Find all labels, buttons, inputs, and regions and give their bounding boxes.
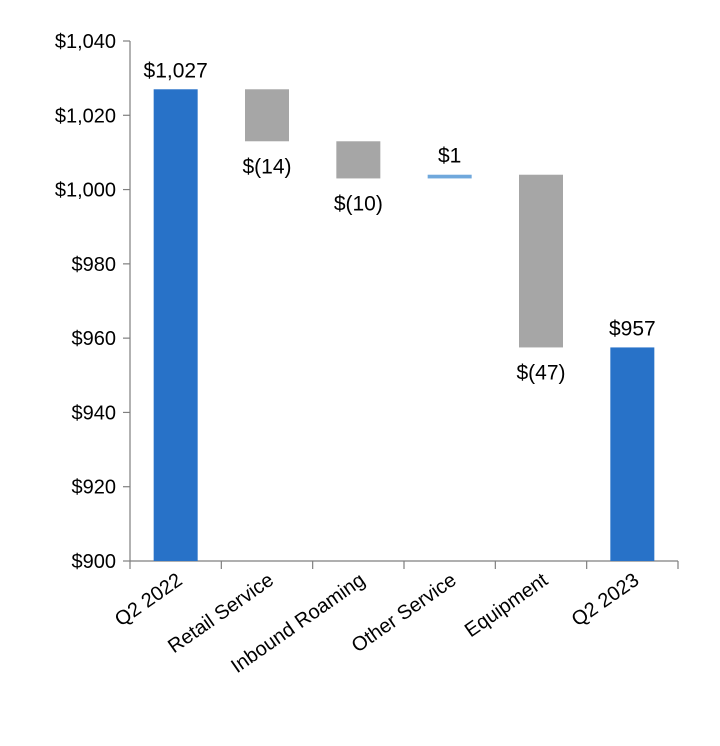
bar-q2-2022 — [153, 89, 198, 562]
y-tick-label: $1,000 — [55, 180, 116, 202]
data-label: $957 — [609, 317, 656, 340]
y-tick-label: $940 — [72, 402, 117, 424]
data-label: $(14) — [242, 155, 291, 178]
bar-equipment — [519, 174, 563, 348]
y-tick-label: $1,020 — [55, 105, 116, 127]
category-label: Equipment — [461, 569, 552, 642]
data-label: $1 — [438, 145, 461, 168]
category-label: Q2 2023 — [568, 569, 643, 631]
y-tick-label: $960 — [72, 328, 117, 350]
y-tick-label: $980 — [72, 254, 117, 276]
bar-other-service — [427, 174, 472, 179]
data-label: $(47) — [516, 361, 565, 384]
y-tick-label: $900 — [72, 551, 117, 573]
bar-retail-service — [245, 89, 289, 142]
category-label: Q2 2022 — [111, 569, 186, 631]
x-axis — [129, 560, 679, 569]
bar-inbound-roaming — [336, 141, 381, 179]
y-axis: $900 $920 $940 $960 $980 $1,000 $1,020 $1,040 — [55, 31, 131, 573]
data-label: $1,027 — [144, 59, 208, 82]
data-labels: $1,027 $(14) $(10) $1 $(47) $957 — [144, 59, 656, 384]
data-label: $(10) — [334, 192, 383, 215]
y-tick-label: $1,040 — [55, 31, 116, 53]
bars — [153, 89, 655, 562]
bar-q2-2023 — [610, 347, 655, 561]
y-tick-label: $920 — [72, 477, 117, 499]
